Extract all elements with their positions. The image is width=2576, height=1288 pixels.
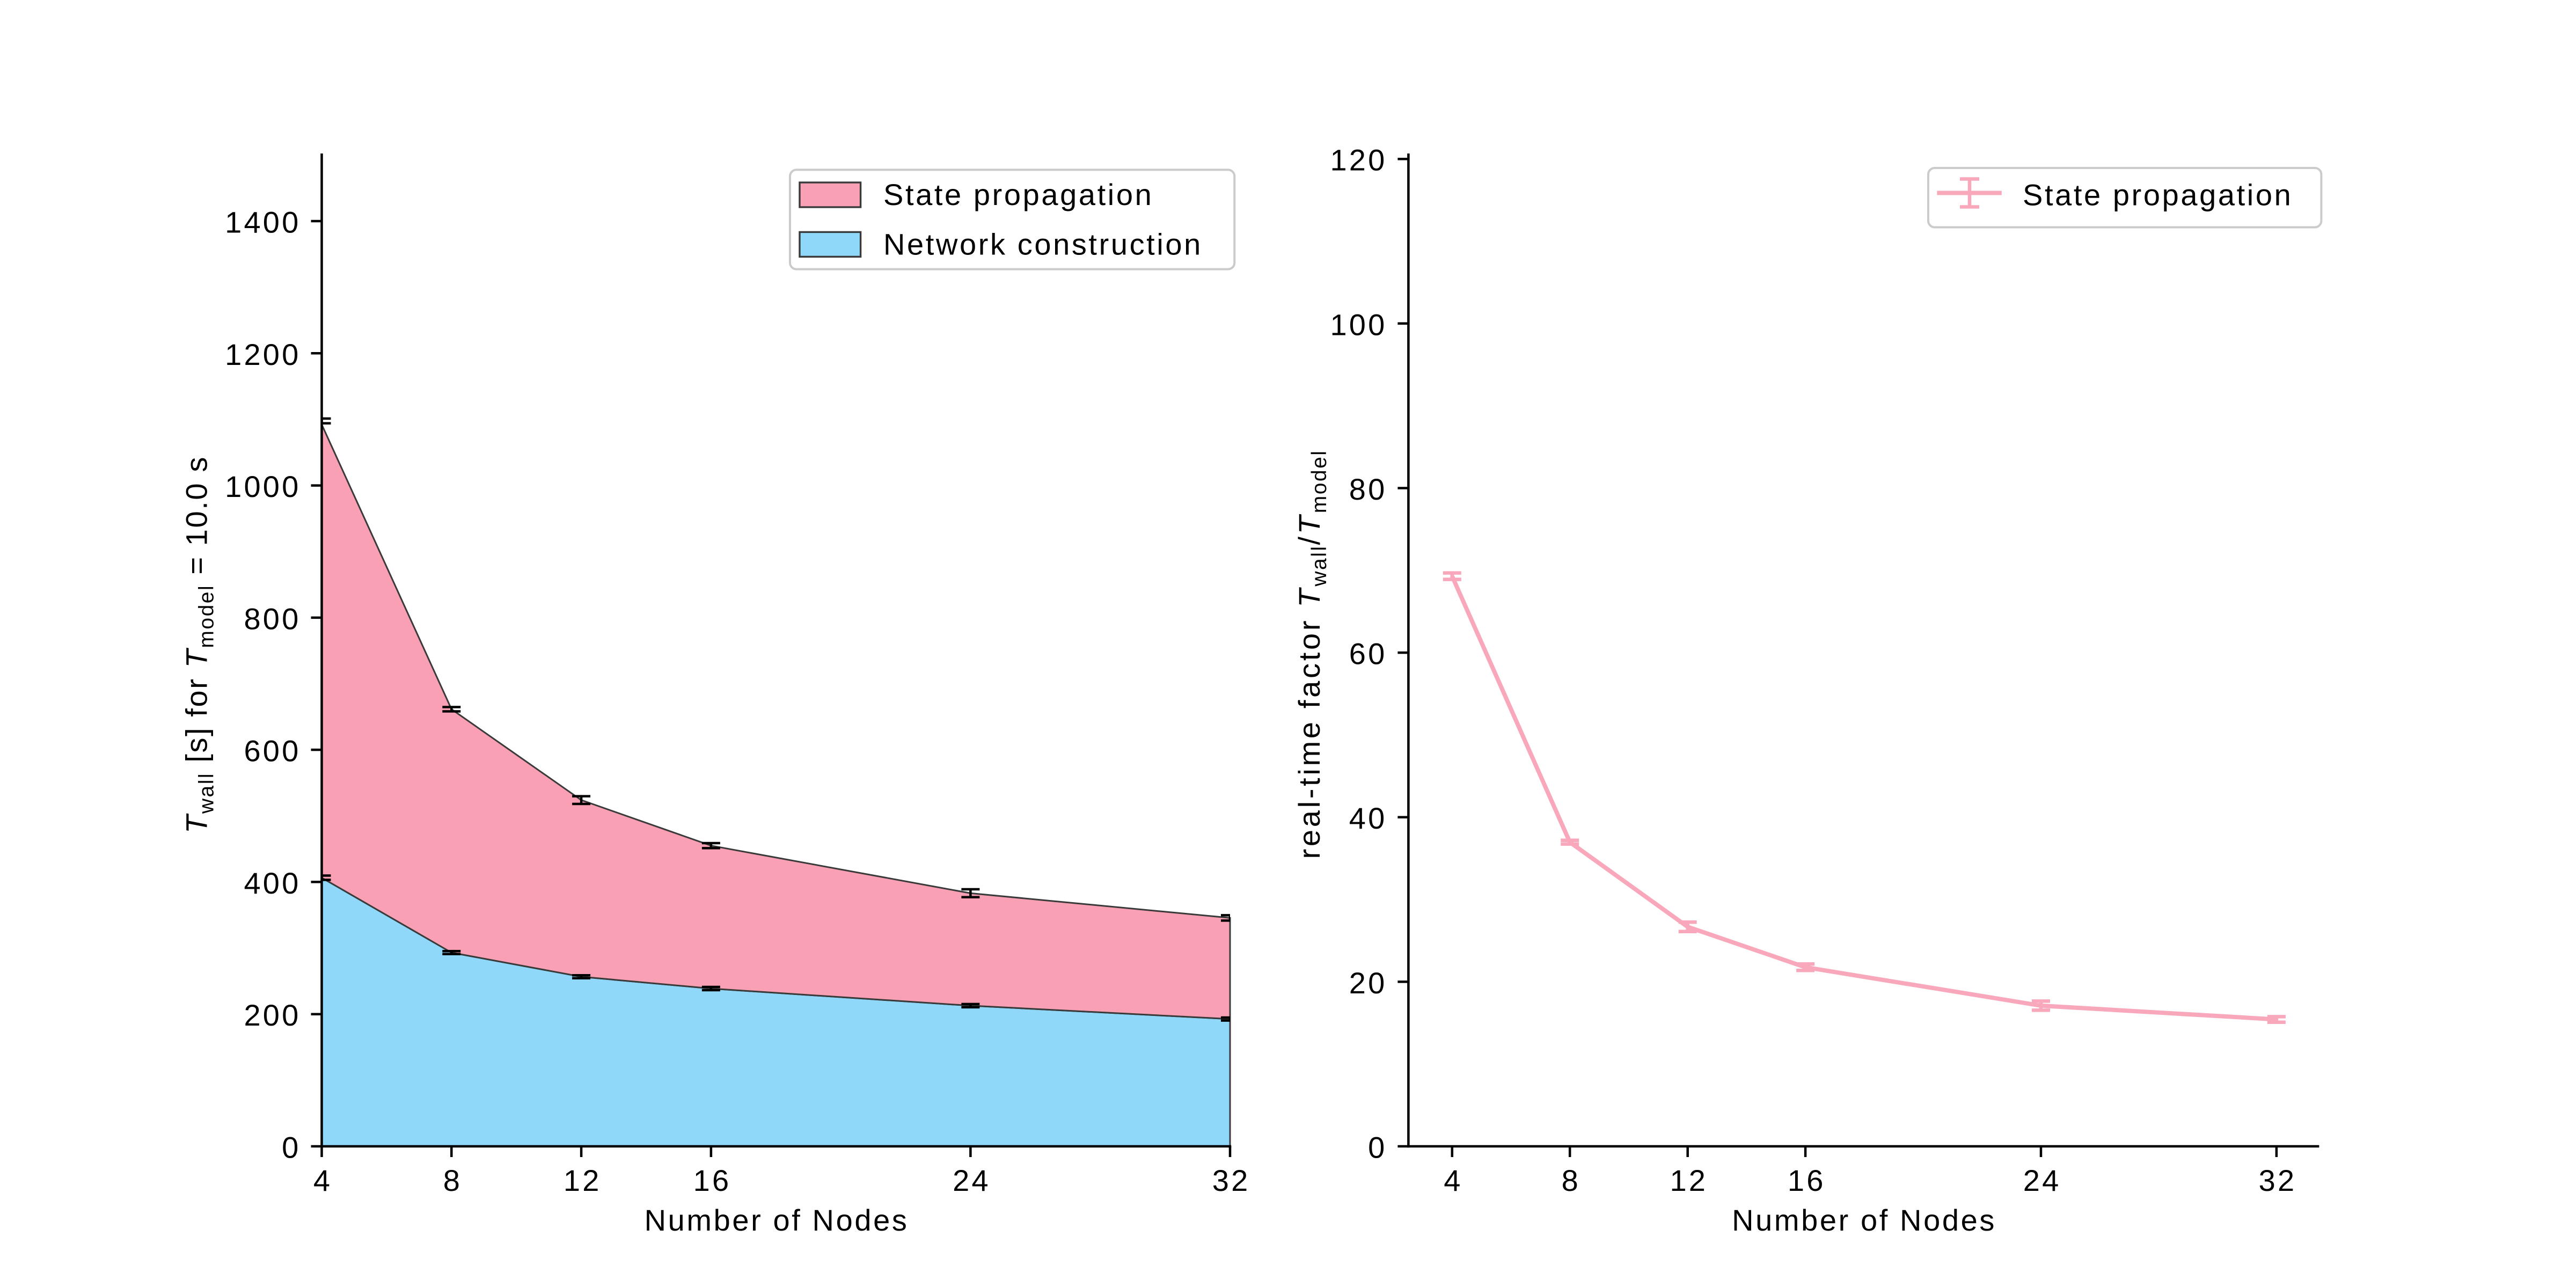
svg-text:20: 20 [1349,966,1387,1000]
svg-text:800: 800 [244,602,301,635]
svg-text:100: 100 [1330,308,1387,341]
svg-text:12: 12 [564,1163,602,1197]
svg-text:0: 0 [1368,1131,1387,1165]
svg-text:600: 600 [244,734,301,768]
svg-text:32: 32 [2259,1163,2297,1197]
svg-text:12: 12 [1670,1163,1708,1197]
svg-text:State propagation: State propagation [883,178,1153,211]
svg-text:Network construction: Network construction [883,228,1203,261]
svg-text:4: 4 [1444,1163,1462,1197]
svg-text:Number of Nodes: Number of Nodes [645,1203,909,1237]
svg-text:1400: 1400 [225,206,301,239]
svg-text:Number of Nodes: Number of Nodes [1732,1203,1996,1237]
svg-text:4: 4 [313,1163,332,1197]
svg-text:32: 32 [1212,1163,1250,1197]
svg-text:8: 8 [443,1163,462,1197]
svg-text:real-time factor Twall/Tmodel: real-time factor Twall/Tmodel [1292,450,1331,859]
svg-text:0: 0 [282,1131,301,1165]
svg-text:1000: 1000 [225,470,301,503]
svg-text:40: 40 [1349,801,1387,835]
svg-text:State propagation: State propagation [2023,178,2293,211]
svg-text:16: 16 [693,1163,731,1197]
svg-text:Twall [s] for Tmodel = 10.0 s: Twall [s] for Tmodel = 10.0 s [180,456,218,833]
svg-text:8: 8 [1562,1163,1580,1197]
svg-text:400: 400 [244,866,301,900]
svg-text:24: 24 [953,1163,991,1197]
svg-text:24: 24 [2023,1163,2061,1197]
svg-text:80: 80 [1349,472,1387,506]
svg-text:60: 60 [1349,637,1387,671]
svg-text:16: 16 [1788,1163,1826,1197]
svg-text:1200: 1200 [225,338,301,371]
svg-text:200: 200 [244,998,301,1032]
svg-text:120: 120 [1330,143,1387,177]
